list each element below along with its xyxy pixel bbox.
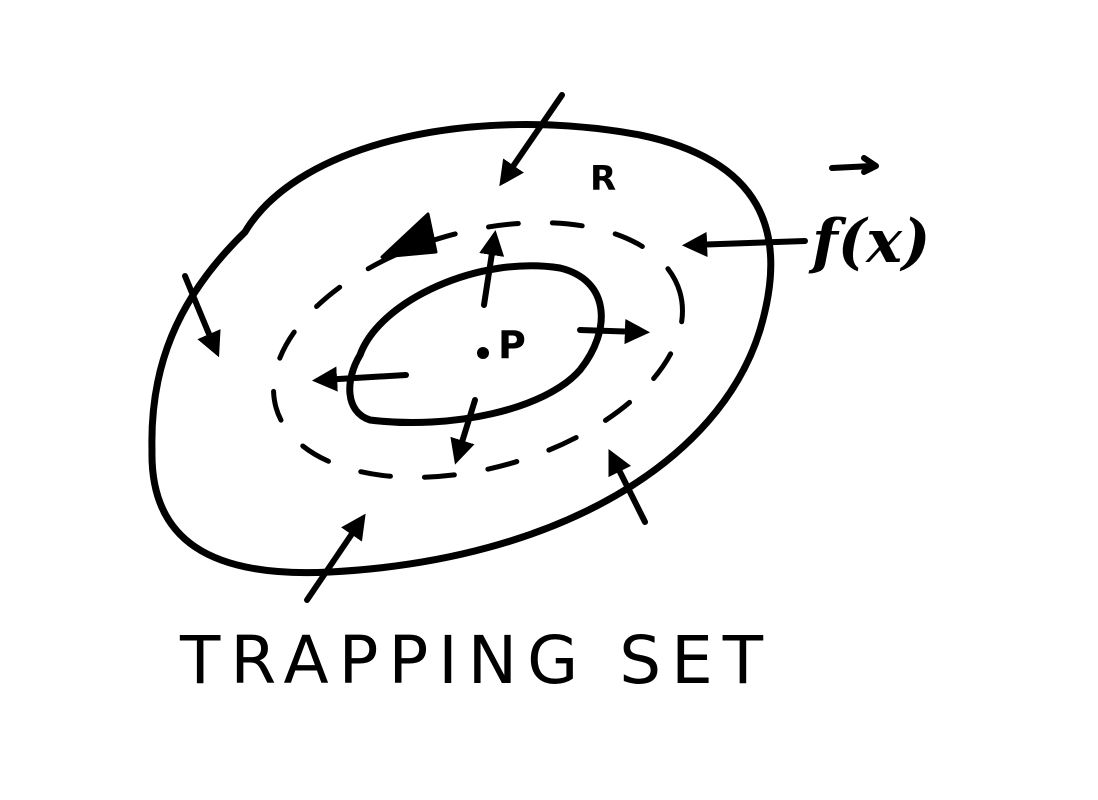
arrowhead-upper-left <box>380 212 438 259</box>
arrow-out-top <box>479 230 505 308</box>
arrow-in-bottom-right <box>608 448 648 525</box>
arrow-in-bottom-left <box>304 513 366 603</box>
arrow-in-left <box>182 273 221 358</box>
arrow-out-left <box>311 366 409 392</box>
point-label: P <box>498 323 526 367</box>
outer-boundary <box>148 121 775 577</box>
svg-text:f(x): f(x) <box>808 207 930 277</box>
diagram-caption: TRAPPING SET <box>179 622 773 699</box>
arrow-out-right <box>577 318 651 345</box>
fixed-point-dot <box>477 347 489 359</box>
region-label: R <box>590 159 616 199</box>
arrow-in-right <box>681 231 808 258</box>
vector-field-label: f(x) <box>808 155 930 277</box>
arrow-out-bottom <box>450 397 478 465</box>
dashed-contour <box>271 220 685 480</box>
arrow-in-top <box>499 92 565 187</box>
inner-curve <box>346 262 605 427</box>
